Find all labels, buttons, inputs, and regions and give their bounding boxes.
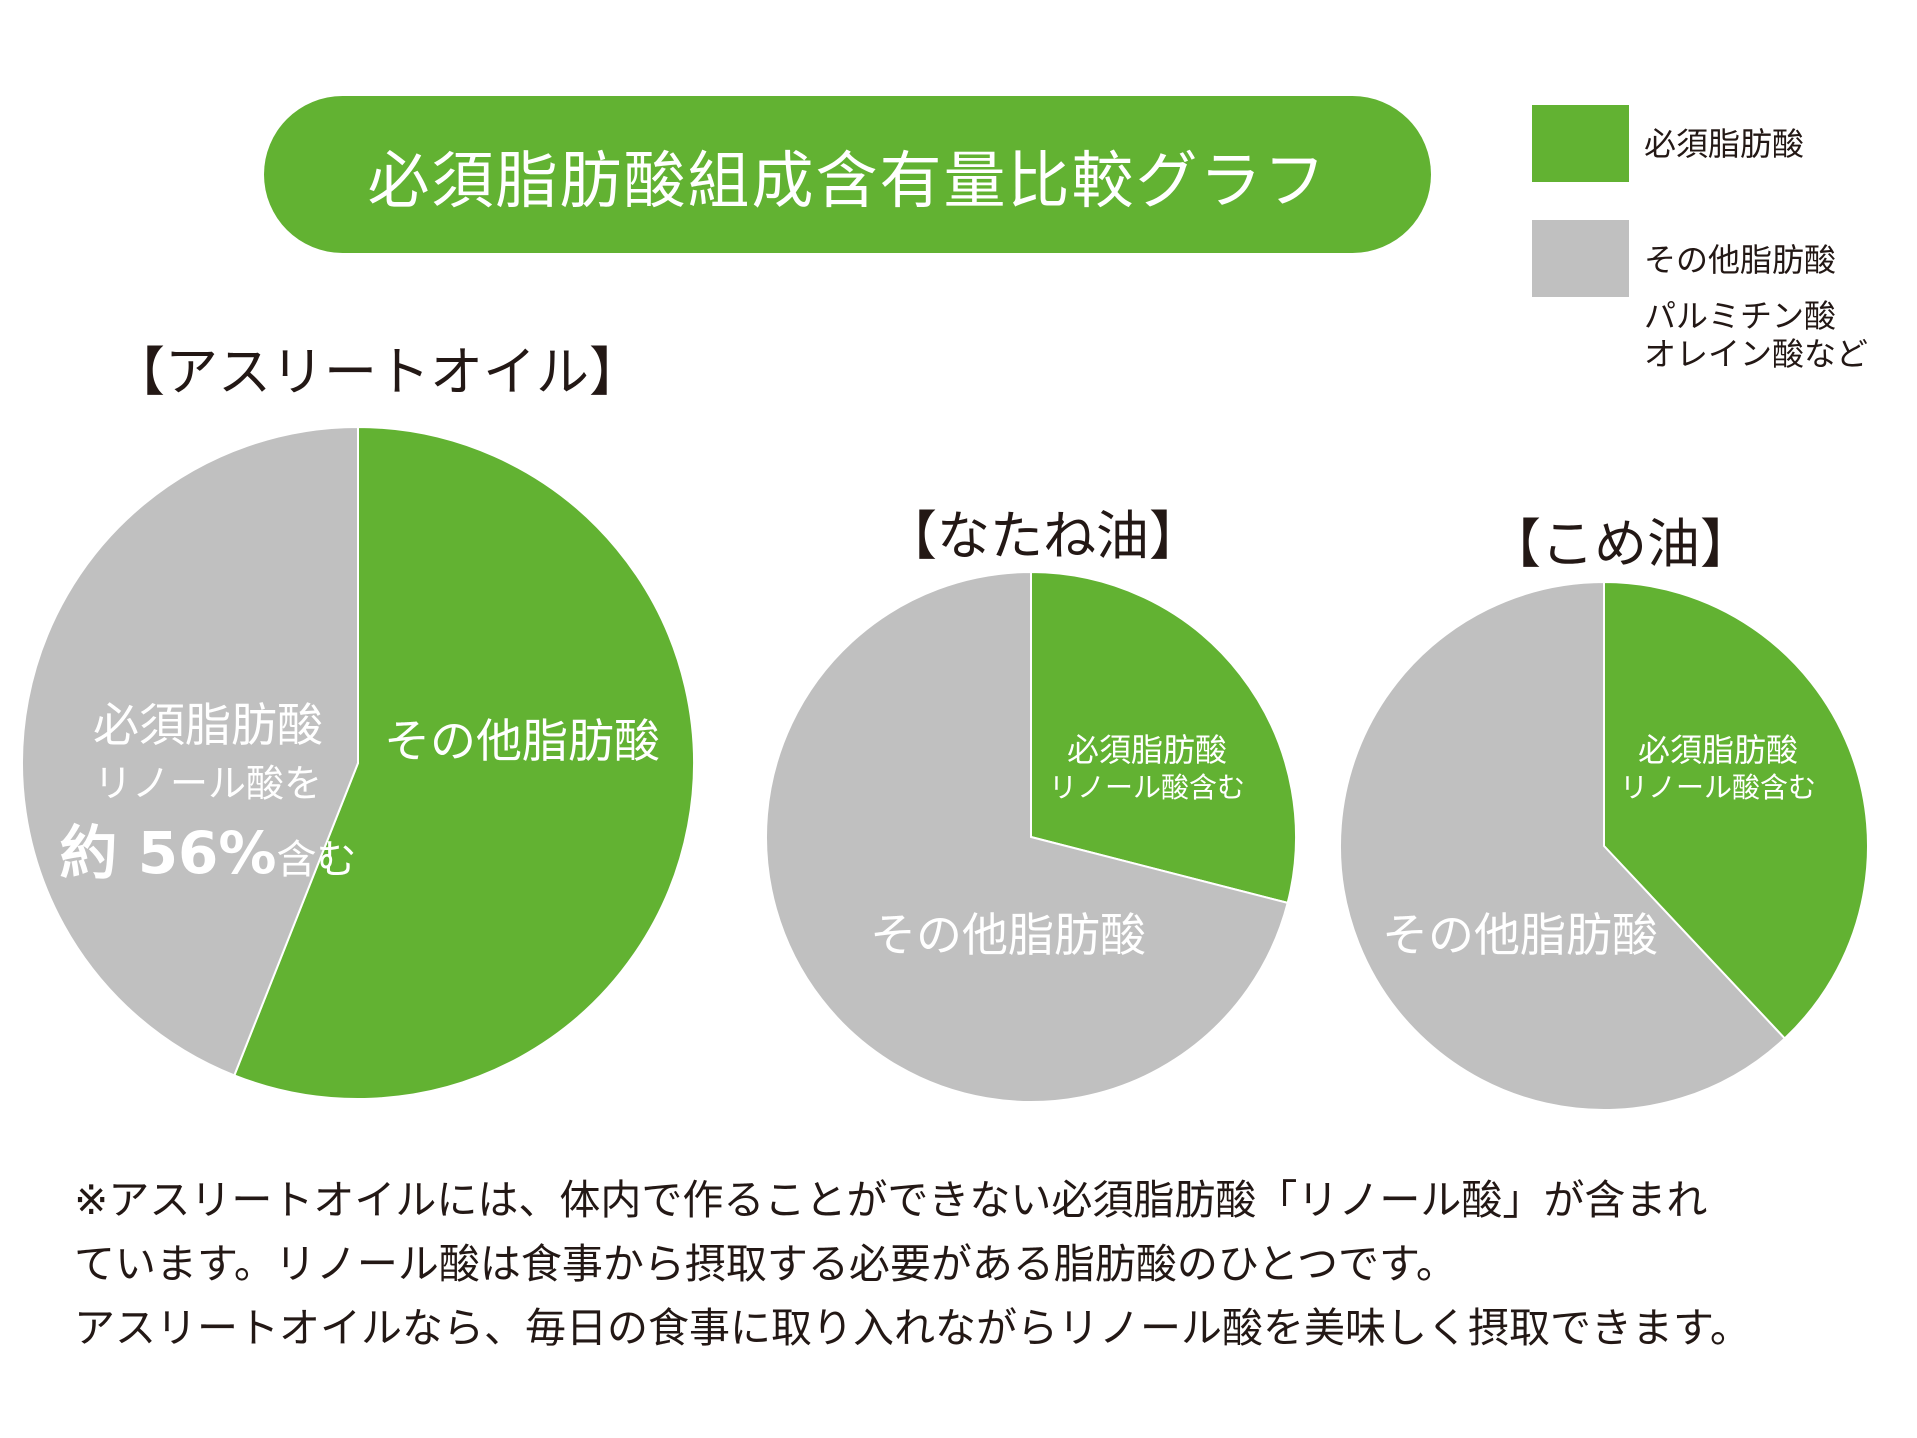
pie3-essential-label: 必須脂肪酸 — [1637, 731, 1799, 769]
pie3-other-label: その他脂肪酸 — [1382, 908, 1658, 962]
pie3-essential-sublabel: リノール酸含む — [1619, 771, 1817, 804]
pie1-slice-other — [21, 425, 359, 1077]
pie-title-athlete-oil: 【アスリートオイル】 — [112, 342, 642, 403]
pie2-other-label: その他脂肪酸 — [870, 908, 1146, 962]
pie3-slice-other — [1339, 580, 1787, 1111]
footnote-line-2: ています。リノール酸は食事から摂取する必要がある脂肪酸のひとつです。 — [74, 1240, 1457, 1288]
legend-swatch-essential — [1532, 105, 1629, 182]
pie-title-rice-oil: 【こめ油】 — [1488, 514, 1753, 575]
legend-label-essential: 必須脂肪酸 — [1644, 125, 1805, 163]
pie3-slice-essential — [1603, 580, 1869, 1040]
pie2-essential-sublabel: リノール酸含む — [1048, 771, 1246, 804]
footnote: ※アスリートオイルには、体内で作ることができない必須脂肪酸「リノール酸」が含まれ… — [74, 1168, 1874, 1360]
pie1-essential-callout: 約 56%含む — [59, 819, 357, 887]
pie2-slice-essential — [1030, 570, 1297, 905]
pie-title-rapeseed-oil: 【なたね油】 — [884, 506, 1202, 567]
pie1-other-label: その他脂肪酸 — [384, 714, 660, 768]
pie1-slice-essential — [233, 425, 696, 1100]
legend-swatch-other — [1532, 220, 1629, 297]
legend-note-line-2: オレイン酸など — [1644, 335, 1869, 373]
legend-note-line-1: パルミチン酸 — [1644, 297, 1837, 335]
legend-label-other: その他脂肪酸 — [1644, 241, 1837, 279]
footnote-line-3: アスリートオイルなら、毎日の食事に取り入れながらリノール酸を美味しく摂取できます… — [74, 1304, 1751, 1352]
chart-title: 必須脂肪酸組成含有量比較グラフ — [367, 143, 1328, 217]
pie2-essential-label: 必須脂肪酸 — [1066, 731, 1228, 769]
pie2-slice-other — [764, 570, 1289, 1103]
chart-title-banner: 必須脂肪酸組成含有量比較グラフ — [264, 96, 1431, 253]
footnote-line-1: ※アスリートオイルには、体内で作ることができない必須脂肪酸「リノール酸」が含まれ — [74, 1176, 1708, 1224]
pie1-essential-label: 必須脂肪酸 — [93, 698, 323, 752]
pie1-essential-sublabel: リノール酸を — [93, 761, 323, 806]
